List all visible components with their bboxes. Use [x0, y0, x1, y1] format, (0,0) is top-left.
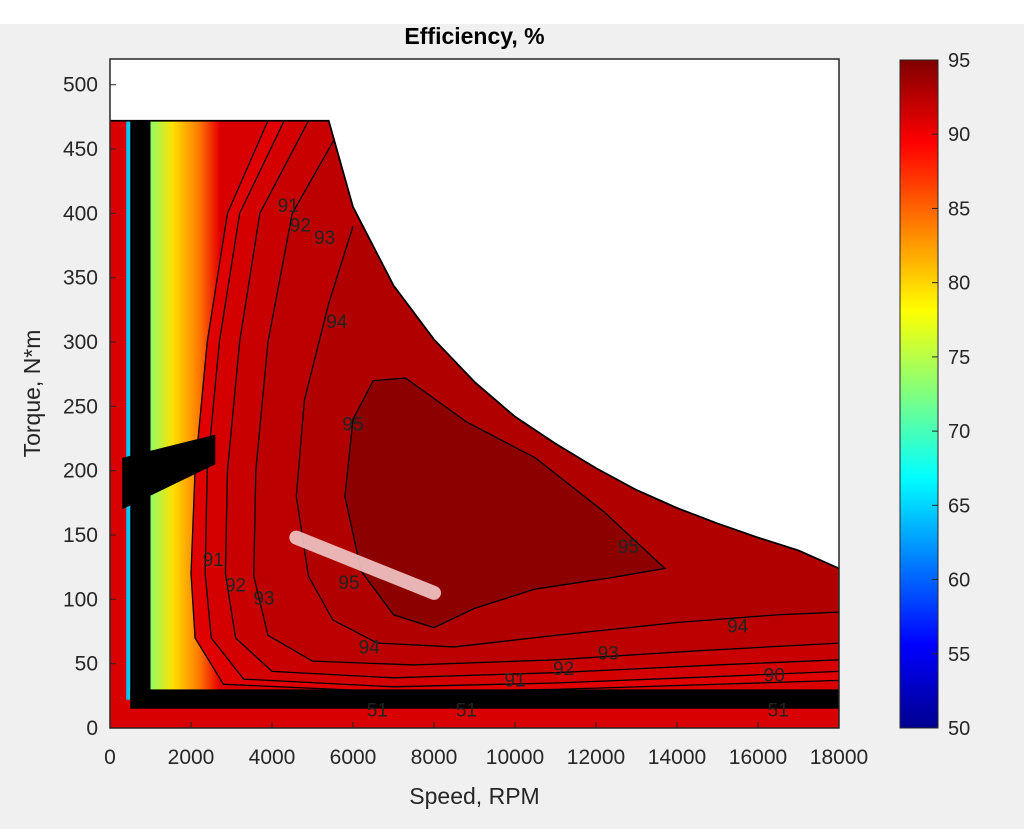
y-tick-label: 200: [63, 460, 98, 483]
contour-label: 95: [618, 537, 639, 558]
outside-envelope-area: [110, 59, 839, 569]
x-tick-label: 0: [104, 746, 116, 769]
x-tick-label: 16000: [729, 746, 787, 769]
low-speed-contour-cluster: [130, 120, 151, 700]
contour-label: 95: [342, 415, 363, 436]
colorbar-tick-label: 55: [948, 644, 970, 666]
contour-label: 95: [338, 573, 359, 594]
contour-line-90: [190, 120, 839, 693]
colorbar-tick-label: 90: [948, 124, 970, 146]
y-tick-label: 250: [63, 395, 98, 418]
contour-line-95: [344, 377, 667, 629]
mid-torque-contour-cluster: [122, 434, 216, 510]
low-torque-contour-cluster: [130, 689, 839, 709]
colorbar-tick-label: 60: [948, 570, 970, 592]
colorbar-tick-label: 85: [948, 198, 970, 220]
contour-label: 51: [768, 700, 789, 721]
chart-title: Efficiency, %: [404, 23, 544, 49]
x-tick-label: 4000: [249, 746, 296, 769]
x-tick-label: 10000: [486, 746, 544, 769]
contour-label: 94: [359, 637, 381, 658]
contour-line-94: [295, 226, 839, 648]
y-tick-label: 450: [63, 138, 98, 161]
y-tick-label: 400: [63, 202, 98, 225]
contour-label: 91: [504, 671, 525, 692]
y-tick-label: 350: [63, 267, 98, 290]
max-torque-envelope-line: [110, 119, 839, 570]
x-tick-label: 14000: [648, 746, 706, 769]
contour-label: 92: [553, 659, 574, 680]
y-tick-label: 100: [63, 588, 98, 611]
colorbar-tick-label: 50: [948, 718, 970, 740]
contour-label: 91: [278, 196, 299, 217]
colorbar-tick-label: 95: [948, 50, 970, 72]
y-axis-label: Torque, N*m: [19, 330, 45, 458]
x-axis-label: Speed, RPM: [409, 783, 539, 809]
contour-label: 93: [253, 588, 274, 609]
contour-label: 94: [727, 617, 749, 638]
plot-frame: [109, 58, 840, 729]
contour-line-92: [224, 120, 839, 679]
colorbar-tick-label: 65: [948, 495, 970, 517]
colorbar-tick-label: 80: [948, 273, 970, 295]
contour-label: 51: [456, 700, 477, 721]
contour-label: 93: [314, 228, 335, 249]
x-tick-label: 12000: [567, 746, 625, 769]
x-tick-label: 2000: [168, 746, 215, 769]
y-tick-label: 150: [63, 524, 98, 547]
contour-label: 51: [367, 700, 388, 721]
y-tick-label: 50: [75, 653, 98, 676]
contour-label: 92: [225, 575, 246, 596]
colorbar-tick-label: 75: [948, 347, 970, 369]
x-tick-label: 6000: [330, 746, 377, 769]
operating-path-marker: [289, 530, 441, 600]
y-tick-label: 500: [63, 74, 98, 97]
contour-label: 94: [326, 312, 348, 333]
contour-label: 92: [290, 215, 311, 236]
contour-label: 90: [764, 666, 785, 687]
contour-fill-95: [344, 378, 665, 628]
y-tick-label: 300: [63, 331, 98, 354]
contour-label: 91: [203, 550, 224, 571]
contour-line-91: [204, 120, 839, 688]
figure-top-strip: [0, 0, 1024, 24]
y-tick-label: 0: [86, 717, 98, 740]
colorbar: [899, 59, 939, 729]
x-tick-label: 8000: [411, 746, 458, 769]
contour-line-93: [253, 120, 839, 666]
colorbar-tick-label: 70: [948, 421, 970, 443]
contour-label: 93: [598, 644, 619, 665]
x-tick-label: 18000: [810, 746, 868, 769]
